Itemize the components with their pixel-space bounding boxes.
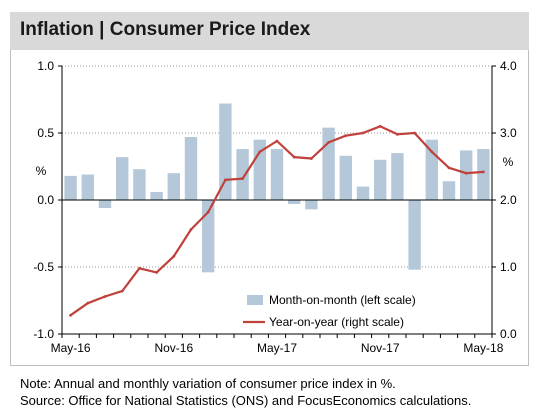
- bar: [167, 173, 180, 200]
- bar: [116, 157, 129, 200]
- yoy-point: [430, 150, 434, 154]
- bar: [64, 175, 77, 200]
- bar: [356, 186, 370, 200]
- yoy-point: [447, 166, 451, 170]
- chart-frame: [10, 50, 529, 366]
- yoy-point: [327, 140, 330, 144]
- right-unit-label: %: [503, 155, 514, 169]
- tick-labels: 1.0 0.5 0.0 -0.5 -1.0 4.0 3.0 2.0 1.0 0.0%% May-16…: [33, 59, 517, 355]
- bar: [391, 153, 404, 200]
- bar: [133, 169, 146, 200]
- yoy-point: [413, 131, 416, 135]
- bar: [477, 149, 490, 200]
- yoy-point: [396, 132, 399, 136]
- right-tick-label: 2.0: [500, 193, 517, 207]
- bar: [442, 181, 456, 200]
- yoy-point: [378, 124, 382, 128]
- right-tick-label: 0.0: [500, 327, 517, 341]
- legend-label-line: Year-on-year (right scale): [269, 315, 404, 329]
- bar: [374, 159, 387, 200]
- yoy-point: [206, 210, 210, 214]
- legend-swatch-bar: [247, 295, 263, 305]
- yoy-point: [275, 139, 279, 143]
- yoy-point: [155, 270, 159, 274]
- yoy-point: [86, 301, 90, 305]
- yoy-point: [258, 150, 262, 154]
- x-tick-label: Nov-16: [154, 341, 193, 355]
- left-tick-label: 1.0: [37, 59, 54, 73]
- left-tick-label: 0.0: [37, 193, 54, 207]
- x-tick-label: May-18: [463, 341, 503, 355]
- bars-group: [64, 103, 490, 273]
- bar: [288, 200, 301, 205]
- yoy-point: [482, 170, 485, 174]
- x-tick-label: May-16: [51, 341, 91, 355]
- yoy-point: [241, 177, 245, 180]
- yoy-point: [189, 228, 193, 231]
- bar: [425, 139, 438, 200]
- yoy-point: [292, 155, 296, 159]
- yoy-point: [224, 178, 227, 182]
- chart-note: Note: Annual and monthly variation of co…: [20, 376, 396, 391]
- yoy-point: [310, 157, 313, 160]
- bar: [270, 149, 284, 200]
- yoy-point: [69, 313, 72, 317]
- yoy-point: [172, 254, 176, 258]
- bar: [81, 174, 94, 200]
- axes: [58, 65, 496, 338]
- bar: [339, 155, 352, 200]
- bar: [305, 200, 318, 210]
- line-group: [69, 124, 485, 317]
- bar: [460, 150, 473, 200]
- bar: [408, 200, 421, 270]
- right-tick-label: 1.0: [500, 260, 517, 274]
- right-tick-label: 4.0: [500, 59, 517, 73]
- legend: Month-on-month (left scale) Year-on-year …: [243, 293, 416, 329]
- chart-title: Inflation | Consumer Price Index: [20, 19, 311, 40]
- bar: [219, 103, 232, 200]
- yoy-point: [103, 295, 107, 298]
- yoy-point: [120, 289, 124, 293]
- left-tick-label: 0.5: [37, 126, 54, 140]
- yoy-point: [344, 134, 348, 138]
- yoy-point: [138, 266, 141, 270]
- bar: [236, 149, 249, 200]
- x-tick-label: May-17: [257, 341, 297, 355]
- yoy-point: [361, 131, 365, 135]
- chart-source: Source: Office for National Statistics (…: [20, 393, 472, 408]
- title-bar: Inflation | Consumer Price Index: [10, 12, 529, 50]
- left-tick-label: -0.5: [33, 260, 54, 274]
- bar: [202, 200, 215, 273]
- x-tick-label: Nov-17: [361, 341, 400, 355]
- bar: [150, 191, 163, 200]
- bar: [322, 127, 335, 200]
- left-tick-label: -1.0: [33, 327, 54, 341]
- left-unit-label: %: [36, 164, 47, 178]
- bar: [98, 200, 112, 209]
- right-tick-label: 3.0: [500, 126, 517, 140]
- yoy-point: [464, 171, 468, 175]
- bar: [184, 137, 198, 200]
- legend-label-bar: Month-on-month (left scale): [269, 293, 416, 307]
